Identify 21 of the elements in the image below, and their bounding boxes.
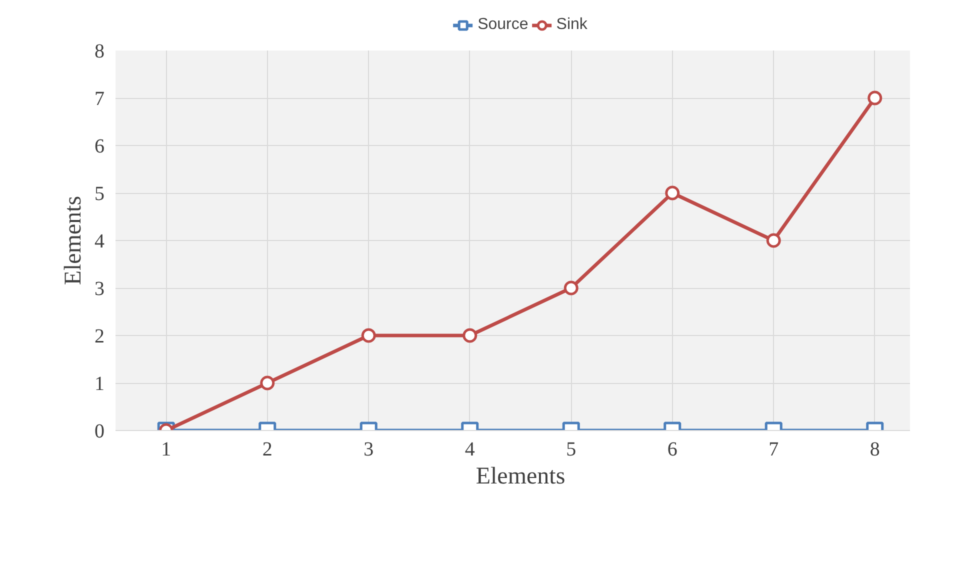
y-tick-label: 7 bbox=[94, 88, 104, 110]
legend-label: Sink bbox=[556, 16, 588, 34]
x-tick-label: 7 bbox=[768, 438, 779, 460]
x-tick-label: 2 bbox=[262, 438, 272, 460]
y-tick-label: 2 bbox=[94, 326, 104, 348]
y-tick-label: 8 bbox=[94, 40, 104, 62]
x-tick-label: 5 bbox=[566, 438, 576, 460]
y-axis-title: Elements bbox=[60, 196, 86, 286]
legend-label: Source bbox=[478, 16, 528, 34]
x-tick-label: 1 bbox=[161, 438, 172, 460]
x-axis-title: Elements bbox=[476, 464, 566, 490]
y-tick-label: 5 bbox=[94, 183, 104, 205]
x-tick-label: 4 bbox=[464, 438, 475, 460]
x-tick-label: 3 bbox=[364, 438, 374, 460]
y-tick-label: 6 bbox=[94, 136, 104, 158]
y-tick-label: 3 bbox=[94, 278, 104, 300]
y-tick-label: 1 bbox=[94, 373, 104, 395]
x-tick-label: 8 bbox=[870, 438, 880, 460]
y-tick-label: 4 bbox=[94, 230, 104, 252]
x-tick-label: 6 bbox=[667, 438, 678, 460]
y-tick-label: 0 bbox=[94, 420, 104, 442]
